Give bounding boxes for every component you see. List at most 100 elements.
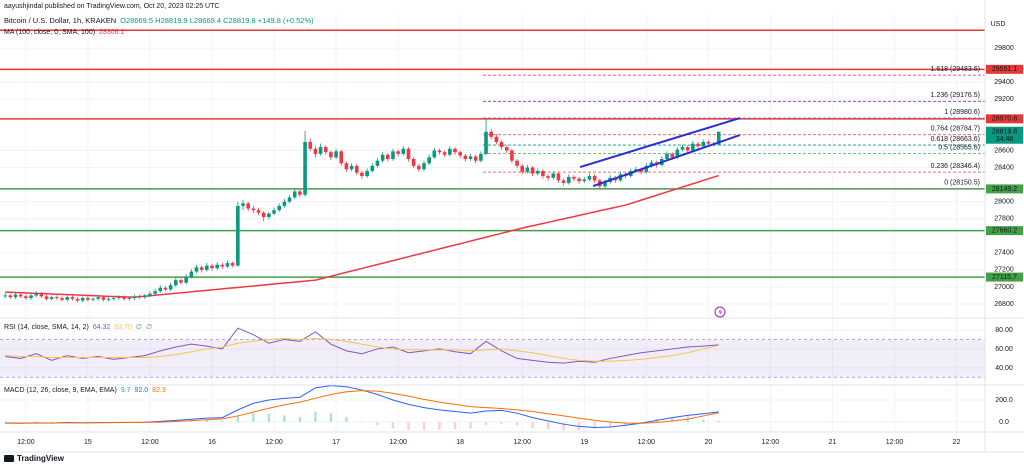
candle-body xyxy=(582,179,587,182)
fib-label: 1.236 (29176.5) xyxy=(931,92,980,99)
candle-body xyxy=(535,170,540,174)
candle-body xyxy=(8,295,13,298)
x-tick-label: 19 xyxy=(580,439,588,446)
candle-body xyxy=(215,264,219,269)
histogram-bar xyxy=(438,421,441,430)
candle-body xyxy=(344,163,349,170)
candle-body xyxy=(675,149,680,158)
countdown-label: 34:46 xyxy=(996,136,1014,143)
histogram-bar xyxy=(608,421,612,427)
histogram-bar xyxy=(593,421,596,430)
candle-body xyxy=(515,160,519,166)
histogram-bar xyxy=(469,421,472,429)
y-tick-label: 26800 xyxy=(994,301,1014,308)
histogram-bar xyxy=(314,411,317,422)
candle-body xyxy=(241,203,245,206)
legend-value: 82.3 xyxy=(152,387,166,394)
level-tag xyxy=(986,184,1023,194)
channel-line xyxy=(579,117,741,168)
candle-body xyxy=(468,156,473,160)
candle-body xyxy=(267,213,271,218)
axis-layer xyxy=(0,0,1024,453)
indicator-line xyxy=(5,390,719,424)
histogram-bar xyxy=(190,420,193,422)
candle-body xyxy=(691,143,695,151)
candle-body xyxy=(520,165,525,172)
candle-body xyxy=(91,298,95,300)
fib-label: 0 (28150.5) xyxy=(944,180,980,187)
candle-body xyxy=(158,287,163,292)
candle-body xyxy=(706,141,711,144)
candle-body xyxy=(127,298,132,299)
candle-body xyxy=(49,297,54,299)
candle-body xyxy=(644,165,649,172)
candle-body xyxy=(174,280,178,286)
candle-body xyxy=(225,263,230,267)
candle-body xyxy=(230,263,235,266)
candle-body xyxy=(592,176,597,181)
candle-body xyxy=(137,296,142,298)
plot-layer xyxy=(0,29,985,431)
histogram-bar xyxy=(283,415,286,422)
candle-body xyxy=(603,182,607,187)
candle-body xyxy=(220,264,225,267)
candle-body xyxy=(442,152,447,155)
candle-body xyxy=(282,201,287,206)
candle-body xyxy=(132,296,137,299)
histogram-bar xyxy=(500,421,503,424)
y-tick-label: 80.00 xyxy=(995,327,1013,334)
histogram-bar xyxy=(391,421,395,429)
event-icon[interactable] xyxy=(714,306,726,318)
histogram-bar xyxy=(205,420,209,422)
candle-body xyxy=(65,297,70,300)
candle-body xyxy=(489,131,494,137)
candle-body xyxy=(18,294,23,297)
candle-body xyxy=(401,148,406,154)
histogram-bar xyxy=(562,421,565,431)
candle-body xyxy=(649,162,654,166)
candle-body xyxy=(256,210,261,213)
candle-body xyxy=(261,212,266,218)
level-tag-label: 27115.7 xyxy=(992,274,1017,281)
x-tick-label: 12:00 xyxy=(17,439,35,446)
candle-body xyxy=(29,295,33,299)
candle-body xyxy=(189,271,194,277)
candle-body xyxy=(329,152,333,158)
histogram-bar xyxy=(66,421,69,423)
histogram-bar xyxy=(252,413,255,422)
candle-body xyxy=(417,165,421,170)
candle-body xyxy=(365,170,369,177)
candle-body xyxy=(199,267,204,270)
candle-body xyxy=(422,163,426,170)
histogram-bar xyxy=(484,421,488,426)
histogram-bar xyxy=(624,421,627,426)
label-layer: aayushjindal published on TradingView.co… xyxy=(4,3,1023,463)
candle-body xyxy=(427,157,431,164)
candle-body xyxy=(70,297,75,299)
x-tick-label: 12:00 xyxy=(638,439,656,446)
x-tick-label: 12:00 xyxy=(886,439,904,446)
candle-body xyxy=(318,147,323,154)
candle-body xyxy=(479,153,483,161)
candle-body xyxy=(142,295,147,298)
x-tick-label: 20 xyxy=(704,439,712,446)
candle-body xyxy=(380,154,385,161)
chart-title: Bitcoin / U.S. Dollar, 1h, KRAKEN xyxy=(4,16,116,25)
candle-body xyxy=(510,150,514,161)
candle-body xyxy=(44,296,49,299)
histogram-bar xyxy=(81,421,84,423)
y-tick-label: 200.0 xyxy=(995,397,1013,404)
last-price-tag xyxy=(986,126,1023,144)
fib-label: 0.236 (28346.4) xyxy=(931,163,980,170)
candle-body xyxy=(122,297,126,299)
candle-body xyxy=(349,165,354,170)
legend-value: ∅ xyxy=(146,324,152,331)
level-tag xyxy=(986,272,1023,282)
candle-body xyxy=(577,178,581,182)
candle-body xyxy=(556,173,561,181)
y-tick-label: 28600 xyxy=(994,147,1014,154)
candle-body xyxy=(106,298,111,300)
level-tag-label: 28970.8 xyxy=(992,116,1017,123)
candle-body xyxy=(448,148,452,155)
